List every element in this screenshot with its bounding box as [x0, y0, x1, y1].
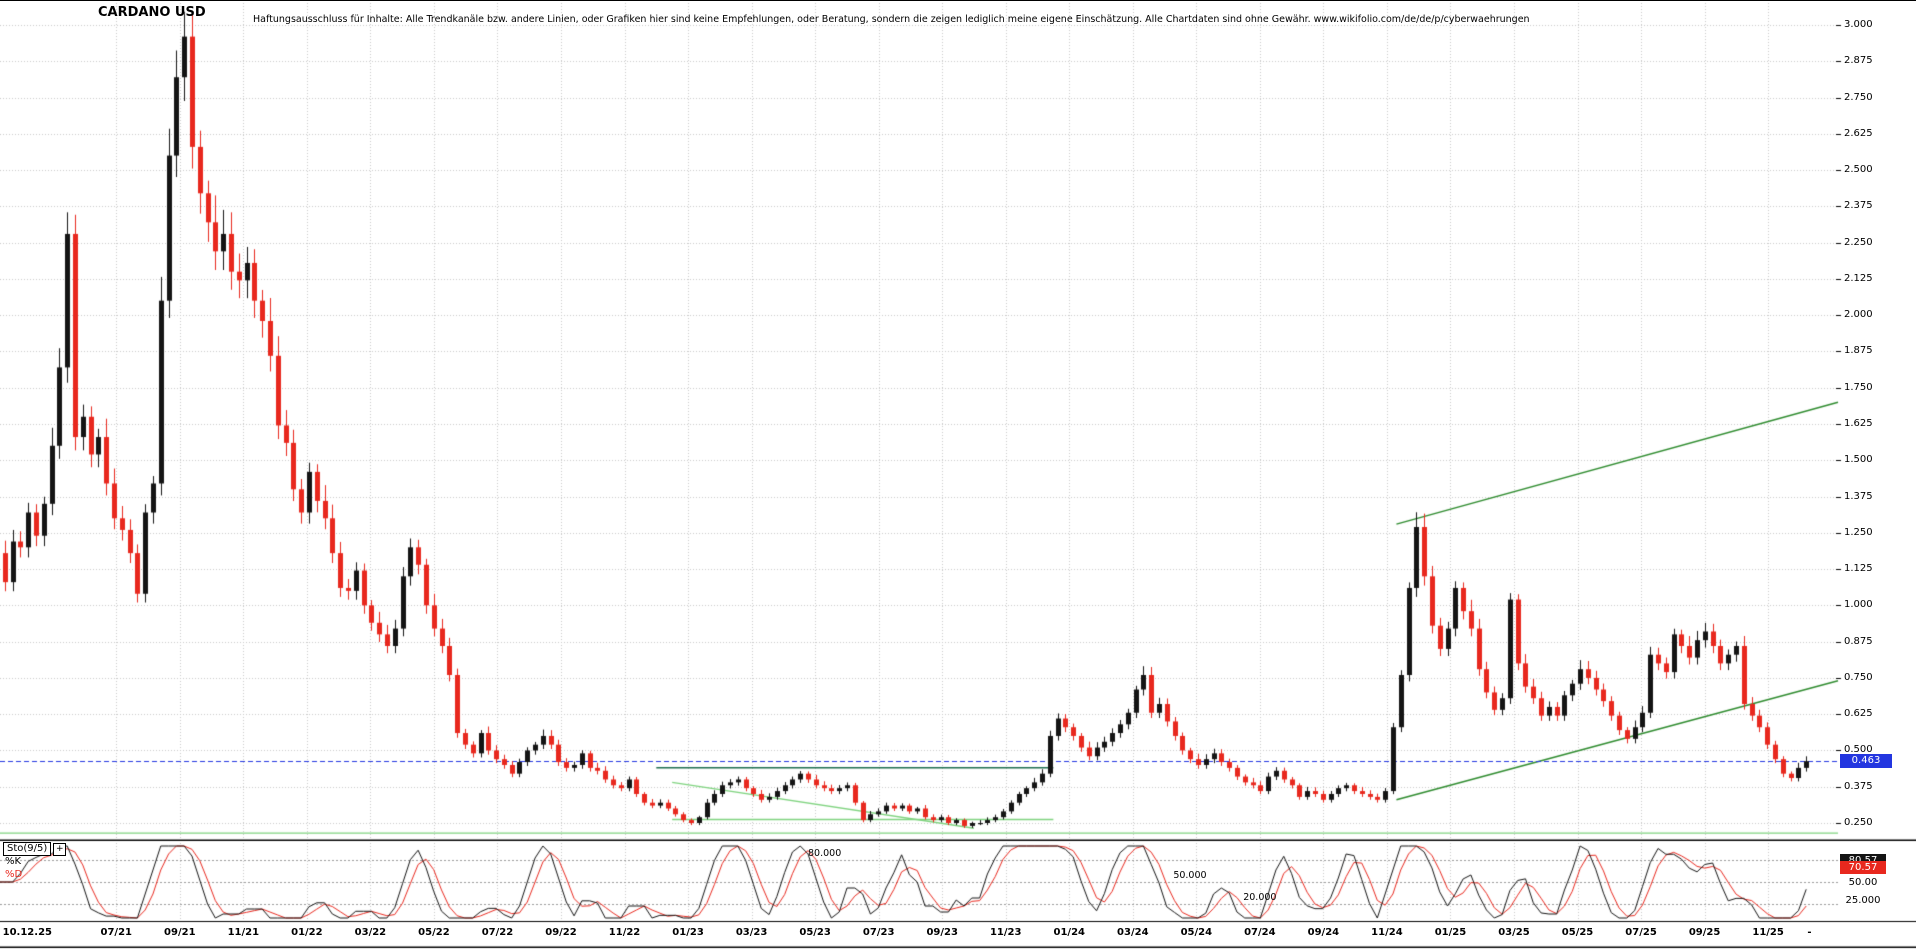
- expand-indicator-icon[interactable]: +: [53, 842, 67, 856]
- price-axis-label: 1.000: [1844, 599, 1873, 611]
- stochastic-indicator-box: Sto(9/5) +: [3, 842, 67, 856]
- chart-title: CARDANO USD: [98, 5, 206, 20]
- stochastic-label: Sto(9/5): [3, 842, 52, 856]
- time-axis-label: 03/24: [1117, 927, 1149, 938]
- price-axis-label: 1.500: [1844, 454, 1873, 466]
- price-axis-label: 2.250: [1844, 236, 1873, 248]
- time-axis-label: 09/22: [545, 927, 577, 938]
- price-axis-label: 2.500: [1844, 164, 1873, 176]
- time-axis-label: 10.12.25: [2, 927, 52, 938]
- time-axis-label: 09/21: [164, 927, 196, 938]
- stochastic-value-badge: 70.57: [1840, 861, 1886, 875]
- time-axis-label: 09/23: [926, 927, 958, 938]
- price-axis-label: 1.375: [1844, 490, 1873, 502]
- price-axis-label: 2.000: [1844, 309, 1873, 321]
- time-axis-label: 03/23: [735, 927, 768, 938]
- price-axis-label: 2.125: [1844, 272, 1873, 284]
- price-axis-label: 0.500: [1844, 744, 1873, 756]
- time-axis-label: 03/22: [354, 927, 387, 938]
- price-axis-label: 0.375: [1844, 780, 1873, 792]
- time-axis-label: 01/24: [1053, 927, 1085, 938]
- time-axis-label: 01/23: [672, 927, 704, 938]
- time-axis-label: 11/22: [608, 927, 641, 938]
- time-axis-label: 11/25: [1752, 927, 1784, 938]
- price-axis-label: 1.250: [1844, 526, 1873, 538]
- price-axis-label: 0.250: [1844, 817, 1873, 828]
- time-axis-label: 11/23: [989, 927, 1022, 938]
- stochastic-level-label: 80.000: [808, 848, 842, 860]
- stochastic-level-label: 50.000: [1173, 870, 1207, 881]
- time-axis-label: 01/22: [291, 927, 323, 938]
- current-price-badge: 0.463: [1840, 754, 1892, 769]
- time-axis-label: 05/25: [1561, 927, 1594, 938]
- time-axis-label: 07/25: [1625, 927, 1657, 938]
- price-axis-label: 1.875: [1844, 345, 1873, 357]
- time-axis-label: 11/24: [1371, 927, 1403, 938]
- time-axis-label: 05/23: [799, 927, 831, 938]
- time-axis-label: 07/21: [100, 927, 132, 938]
- time-axis-label: 11/21: [227, 927, 260, 938]
- stochastic-d-label: %D: [5, 869, 23, 880]
- price-axis-label: 3.000: [1844, 19, 1873, 30]
- stochastic-level-label: 20.000: [1243, 891, 1277, 903]
- price-axis-label: 2.375: [1844, 200, 1873, 212]
- price-axis-label: 1.750: [1844, 381, 1873, 393]
- time-axis-label: 07/23: [862, 927, 895, 938]
- time-axis-label: -: [1807, 927, 1812, 938]
- price-axis-label: 0.625: [1844, 708, 1873, 720]
- time-axis-label: 05/24: [1180, 927, 1213, 938]
- price-axis-label: 0.875: [1844, 635, 1873, 647]
- time-axis-label: 07/24: [1244, 927, 1276, 938]
- price-axis-label: 2.875: [1844, 55, 1873, 67]
- stochastic-value-badge: 50.00: [1848, 877, 1878, 888]
- stochastic-k-label: %K: [5, 856, 22, 867]
- price-axis-label: 2.625: [1844, 127, 1873, 139]
- time-axis-label: 01/25: [1434, 927, 1467, 938]
- disclaimer-text: Haftungsausschluss für Inhalte: Alle Tre…: [253, 14, 1530, 25]
- price-axis-label: 1.625: [1844, 418, 1873, 429]
- price-axis-label: 2.750: [1844, 91, 1873, 103]
- time-axis-label: 03/25: [1498, 927, 1530, 938]
- time-axis-label: 05/22: [418, 927, 450, 938]
- time-axis-label: 09/25: [1688, 927, 1721, 938]
- price-axis-label: 0.750: [1844, 671, 1873, 683]
- price-axis-label: 1.125: [1844, 563, 1873, 575]
- time-axis-label: 09/24: [1307, 927, 1340, 938]
- stochastic-value-badge: 25.000: [1845, 895, 1881, 906]
- time-axis-label: 07/22: [481, 927, 514, 938]
